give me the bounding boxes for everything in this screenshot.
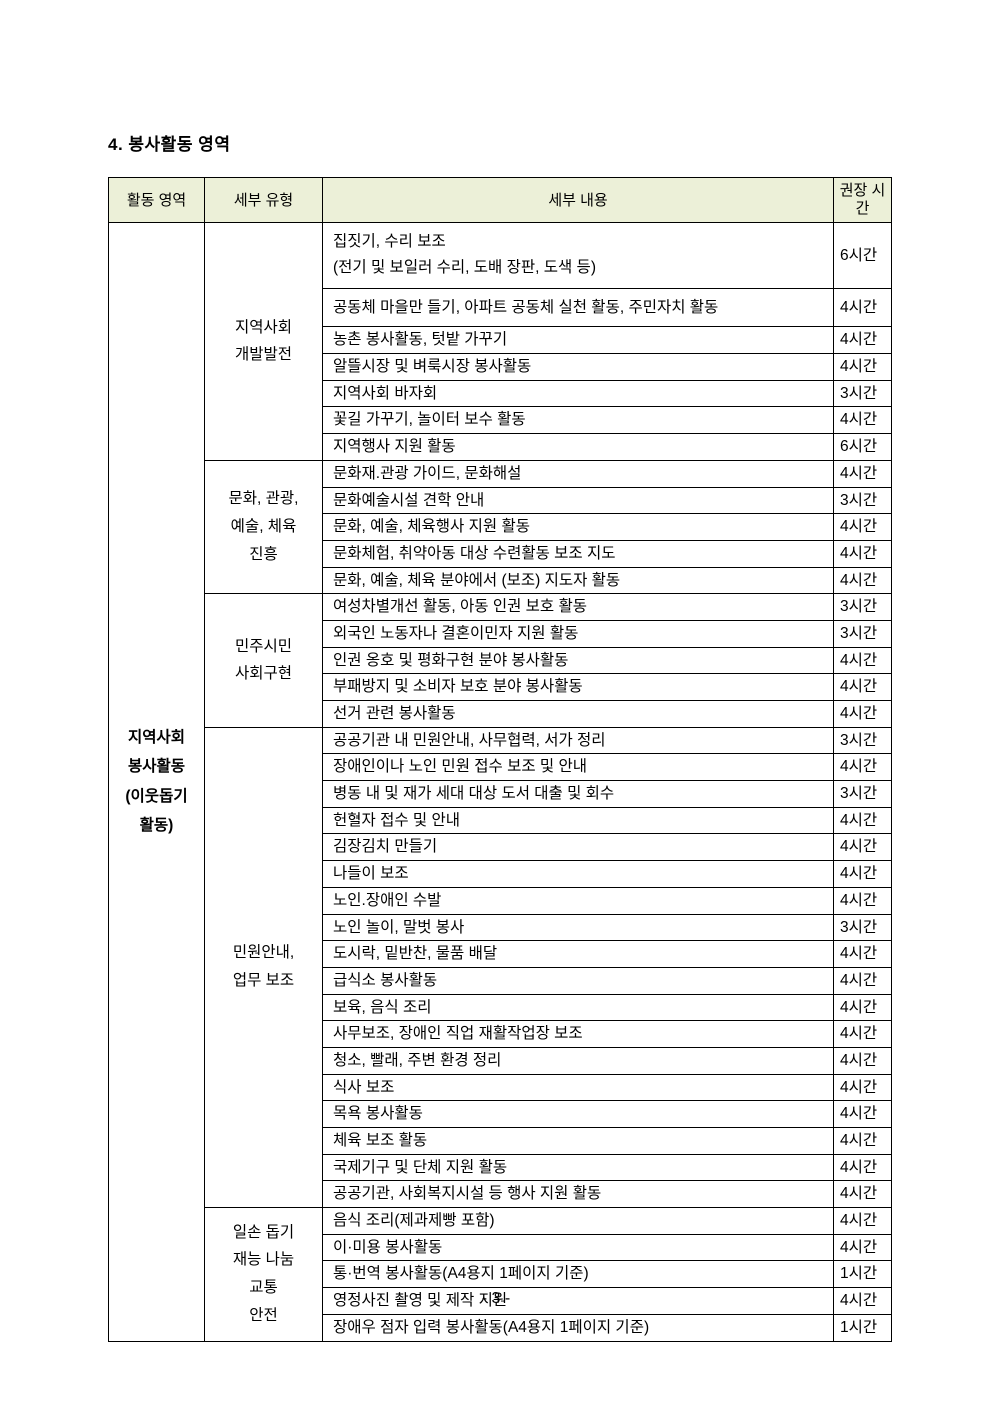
content-cell: 헌혈자 접수 및 안내 xyxy=(323,807,834,834)
content-cell: 통·번역 봉사활동(A4용지 1페이지 기준) xyxy=(323,1261,834,1288)
type-cell: 민주시민사회구현 xyxy=(205,594,323,727)
time-cell: 4시간 xyxy=(834,1154,892,1181)
content-cell: 알뜰시장 및 벼룩시장 봉사활동 xyxy=(323,354,834,381)
time-cell: 4시간 xyxy=(834,941,892,968)
time-cell: 4시간 xyxy=(834,861,892,888)
table-row: 문화, 관광,예술, 체육진흥문화재.관광 가이드, 문화해설4시간 xyxy=(109,460,892,487)
content-cell: 공공기관 내 민원안내, 사무협력, 서가 정리 xyxy=(323,727,834,754)
content-cell: 문화, 예술, 체육행사 지원 활동 xyxy=(323,514,834,541)
type-cell: 지역사회개발발전 xyxy=(205,223,323,461)
content-cell: 체육 보조 활동 xyxy=(323,1128,834,1155)
time-cell: 4시간 xyxy=(834,994,892,1021)
content-cell: 급식소 봉사활동 xyxy=(323,967,834,994)
content-cell: 지역행사 지원 활동 xyxy=(323,434,834,461)
content-cell: 집짓기, 수리 보조(전기 및 보일러 수리, 도배 장판, 도색 등) xyxy=(323,223,834,289)
time-cell: 4시간 xyxy=(834,540,892,567)
header-time: 권장 시간 xyxy=(834,178,892,223)
content-cell: 식사 보조 xyxy=(323,1074,834,1101)
time-cell: 4시간 xyxy=(834,327,892,354)
content-cell: 국제기구 및 단체 지원 활동 xyxy=(323,1154,834,1181)
header-type: 세부 유형 xyxy=(205,178,323,223)
content-cell: 장애우 점자 입력 봉사활동(A4용지 1페이지 기준) xyxy=(323,1314,834,1341)
time-cell: 4시간 xyxy=(834,807,892,834)
area-cell: 지역사회봉사활동(이웃돕기활동) xyxy=(109,223,205,1342)
content-cell: 농촌 봉사활동, 텃밭 가꾸기 xyxy=(323,327,834,354)
header-area: 활동 영역 xyxy=(109,178,205,223)
time-cell: 4시간 xyxy=(834,701,892,728)
time-cell: 1시간 xyxy=(834,1261,892,1288)
page-number: - 3 - xyxy=(0,1290,992,1308)
content-cell: 문화재.관광 가이드, 문화해설 xyxy=(323,460,834,487)
content-cell: 도시락, 밑반찬, 물품 배달 xyxy=(323,941,834,968)
time-cell: 4시간 xyxy=(834,1128,892,1155)
time-cell: 4시간 xyxy=(834,567,892,594)
time-cell: 3시간 xyxy=(834,781,892,808)
table-row: 일손 돕기재능 나눔교통안전음식 조리(제과제빵 포함)4시간 xyxy=(109,1208,892,1235)
time-cell: 4시간 xyxy=(834,674,892,701)
content-cell: 보육, 음식 조리 xyxy=(323,994,834,1021)
type-cell: 민원안내,업무 보조 xyxy=(205,727,323,1207)
time-cell: 3시간 xyxy=(834,914,892,941)
content-cell: 청소, 빨래, 주변 환경 정리 xyxy=(323,1047,834,1074)
time-cell: 4시간 xyxy=(834,754,892,781)
content-cell: 문화, 예술, 체육 분야에서 (보조) 지도자 활동 xyxy=(323,567,834,594)
table-row: 민주시민사회구현여성차별개선 활동, 아동 인권 보호 활동3시간 xyxy=(109,594,892,621)
time-cell: 4시간 xyxy=(834,1181,892,1208)
time-cell: 4시간 xyxy=(834,1074,892,1101)
time-cell: 4시간 xyxy=(834,647,892,674)
time-cell: 3시간 xyxy=(834,727,892,754)
time-cell: 4시간 xyxy=(834,1101,892,1128)
time-cell: 6시간 xyxy=(834,223,892,289)
type-cell: 일손 돕기재능 나눔교통안전 xyxy=(205,1208,323,1341)
table-row: 지역사회봉사활동(이웃돕기활동)지역사회개발발전집짓기, 수리 보조(전기 및 … xyxy=(109,223,892,289)
time-cell: 4시간 xyxy=(834,834,892,861)
content-cell: 공공기관, 사회복지시설 등 행사 지원 활동 xyxy=(323,1181,834,1208)
time-cell: 4시간 xyxy=(834,1234,892,1261)
content-cell: 부패방지 및 소비자 보호 분야 봉사활동 xyxy=(323,674,834,701)
content-cell: 외국인 노동자나 결혼이민자 지원 활동 xyxy=(323,620,834,647)
content-cell: 공동체 마을만 들기, 아파트 공동체 실천 활동, 주민자치 활동 xyxy=(323,288,834,327)
time-cell: 4시간 xyxy=(834,354,892,381)
content-cell: 문화체험, 취약아동 대상 수련활동 보조 지도 xyxy=(323,540,834,567)
time-cell: 4시간 xyxy=(834,967,892,994)
header-content: 세부 내용 xyxy=(323,178,834,223)
content-cell: 김장김치 만들기 xyxy=(323,834,834,861)
time-cell: 4시간 xyxy=(834,514,892,541)
time-cell: 3시간 xyxy=(834,380,892,407)
content-cell: 여성차별개선 활동, 아동 인권 보호 활동 xyxy=(323,594,834,621)
content-cell: 선거 관련 봉사활동 xyxy=(323,701,834,728)
volunteer-activity-table: 활동 영역 세부 유형 세부 내용 권장 시간 지역사회봉사활동(이웃돕기활동)… xyxy=(108,177,892,1342)
content-cell: 병동 내 및 재가 세대 대상 도서 대출 및 회수 xyxy=(323,781,834,808)
content-cell: 노인 놀이, 말벗 봉사 xyxy=(323,914,834,941)
content-cell: 문화예술시설 견학 안내 xyxy=(323,487,834,514)
time-cell: 4시간 xyxy=(834,1047,892,1074)
time-cell: 4시간 xyxy=(834,1021,892,1048)
content-cell: 사무보조, 장애인 직업 재활작업장 보조 xyxy=(323,1021,834,1048)
time-cell: 6시간 xyxy=(834,434,892,461)
content-cell: 지역사회 바자회 xyxy=(323,380,834,407)
content-cell: 노인.장애인 수발 xyxy=(323,887,834,914)
content-cell: 이·미용 봉사활동 xyxy=(323,1234,834,1261)
content-cell: 음식 조리(제과제빵 포함) xyxy=(323,1208,834,1235)
content-cell: 장애인이나 노인 민원 접수 보조 및 안내 xyxy=(323,754,834,781)
time-cell: 3시간 xyxy=(834,594,892,621)
content-cell: 꽃길 가꾸기, 놀이터 보수 활동 xyxy=(323,407,834,434)
time-cell: 4시간 xyxy=(834,1208,892,1235)
time-cell: 3시간 xyxy=(834,487,892,514)
time-cell: 4시간 xyxy=(834,887,892,914)
table-row: 민원안내,업무 보조공공기관 내 민원안내, 사무협력, 서가 정리3시간 xyxy=(109,727,892,754)
time-cell: 3시간 xyxy=(834,620,892,647)
time-cell: 4시간 xyxy=(834,288,892,327)
content-cell: 인권 옹호 및 평화구현 분야 봉사활동 xyxy=(323,647,834,674)
time-cell: 4시간 xyxy=(834,407,892,434)
time-cell: 4시간 xyxy=(834,460,892,487)
section-title: 4. 봉사활동 영역 xyxy=(108,130,892,155)
content-cell: 목욕 봉사활동 xyxy=(323,1101,834,1128)
table-header-row: 활동 영역 세부 유형 세부 내용 권장 시간 xyxy=(109,178,892,223)
type-cell: 문화, 관광,예술, 체육진흥 xyxy=(205,460,323,593)
time-cell: 1시간 xyxy=(834,1314,892,1341)
content-cell: 나들이 보조 xyxy=(323,861,834,888)
